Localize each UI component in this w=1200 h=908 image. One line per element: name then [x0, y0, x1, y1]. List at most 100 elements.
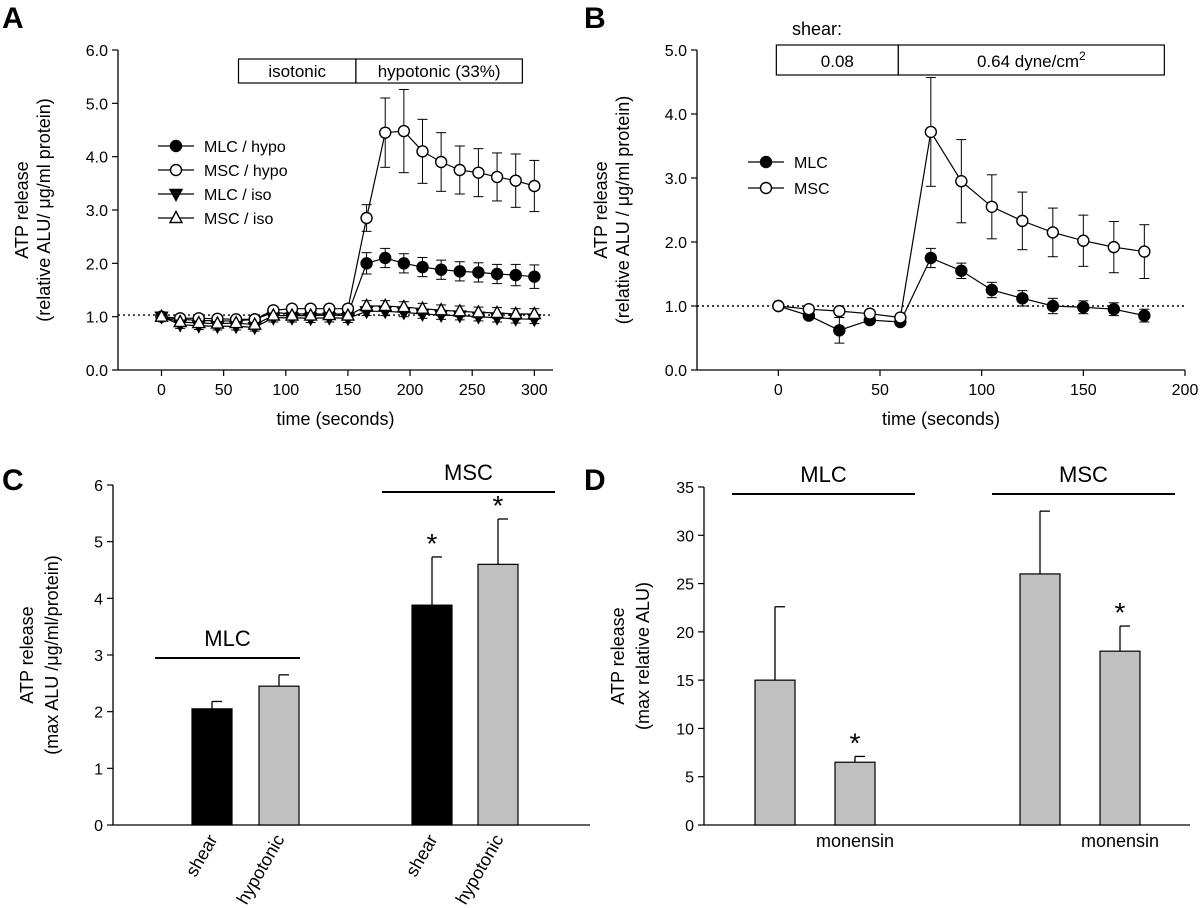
- a-series-1-point: [453, 163, 466, 177]
- a-legend-marker: [169, 139, 183, 153]
- panel-letter: B: [584, 2, 606, 35]
- b-series-1-point: [1016, 214, 1029, 228]
- a-y-tick-label: 3.0: [86, 203, 108, 220]
- a-series-1-point: [490, 170, 504, 184]
- a-y-tick-label: 1.0: [86, 310, 108, 327]
- d-y-tick-label: 35: [676, 480, 694, 497]
- b-series-0-point: [1138, 309, 1151, 322]
- a-series-3-point: [508, 306, 523, 320]
- a-series-0-point: [379, 251, 392, 265]
- a-series-3-point: [452, 303, 467, 317]
- a-series-0-point: [472, 266, 485, 279]
- a-series-0-point: [360, 257, 373, 270]
- a-series-0-point: [453, 265, 466, 278]
- d-bar: [834, 761, 876, 826]
- a-hypotonic-box: [355, 58, 523, 84]
- a-x-tick-label: 250: [459, 382, 486, 399]
- a-isotonic-label: isotonic: [268, 62, 326, 81]
- a-y-title: ATP release: [12, 161, 32, 258]
- c-significance-star: *: [427, 528, 438, 559]
- b-x-tick-label: 150: [1070, 382, 1097, 399]
- c-y-tick-label: 5: [94, 535, 103, 552]
- panel-letter: D: [584, 464, 606, 497]
- a-series-1-point: [434, 155, 448, 169]
- a-series-0-point: [509, 268, 522, 282]
- c-significance-star: *: [493, 490, 504, 521]
- b-x-title: time (seconds): [882, 409, 1000, 429]
- c-y-tick-label: 0: [94, 818, 103, 835]
- d-y-tick-label: 20: [676, 625, 694, 642]
- b-high-shear-unit: 0.64 dyne/cm: [977, 52, 1079, 71]
- a-series-3-point: [471, 304, 486, 318]
- a-series-3-point: [154, 308, 169, 322]
- a-series-3-point: [284, 307, 300, 321]
- b-x-tick-label: 0: [774, 382, 783, 399]
- c-bar: [477, 563, 519, 826]
- b-series-1-point: [772, 299, 785, 313]
- a-legend-label: MSC / iso: [204, 211, 273, 228]
- a-series-0-point: [416, 260, 429, 274]
- c-bar: [191, 708, 233, 826]
- b-high-shear-label: 0.64 dyne/cm2: [977, 49, 1086, 71]
- c-y-tick-label: 1: [94, 761, 103, 778]
- b-high-shear-box: [897, 44, 1165, 76]
- a-series-3-point: [527, 306, 542, 320]
- a-series-1-point: [379, 126, 392, 139]
- b-shear-label: shear:: [792, 19, 842, 39]
- a-series-0-point: [528, 270, 541, 283]
- panel-a: A 0.0 1.0 2.0 3.0 4.0 5.0 6.0 0 50 100 150 200 250 300…: [2, 2, 553, 429]
- d-y-title: ATP release: [608, 607, 628, 704]
- a-series-3-point: [210, 315, 225, 329]
- d-category-label: monensin: [1081, 831, 1159, 851]
- a-y-tick-label: 2.0: [86, 256, 108, 273]
- c-y-tick-label: 4: [94, 591, 103, 608]
- b-series-1-point: [1107, 240, 1121, 254]
- a-x-tick-label: 100: [272, 382, 299, 399]
- d-category-label: monensin: [816, 831, 894, 851]
- d-y-tick-label: 5: [685, 770, 694, 787]
- a-legend-label: MLC / iso: [204, 187, 272, 204]
- d-group-label: MLC: [800, 462, 847, 487]
- b-series-0-point: [924, 251, 938, 265]
- b-y-tick-label: 2.0: [665, 235, 687, 252]
- a-series-1-point: [528, 179, 541, 193]
- panel-b: B 0.0 1.0 2.0 3.0 4.0 5.0 0 50 100 150 200 time (sec…: [584, 2, 1198, 429]
- b-legend-label: MLC: [794, 155, 828, 172]
- d-bar: [1019, 573, 1061, 826]
- a-series-0-point: [434, 263, 448, 276]
- a-series-3-point: [322, 307, 337, 321]
- b-x-tick-label: 50: [871, 382, 889, 399]
- b-legend-label: MSC: [794, 181, 830, 198]
- a-series-1-point: [360, 211, 373, 225]
- b-y-tick-label: 0.0: [665, 363, 687, 380]
- b-series-0-point: [1077, 301, 1090, 314]
- c-bar: [411, 604, 453, 826]
- a-series-3-point: [247, 316, 262, 330]
- b-series-1-point: [955, 174, 968, 188]
- panel-letter: A: [2, 2, 24, 35]
- b-low-shear-label: 0.08: [821, 52, 854, 71]
- b-low-shear-box: [775, 44, 899, 76]
- c-y-tick-label: 6: [94, 478, 103, 495]
- b-series-0-point: [1046, 299, 1060, 313]
- b-series-1-point: [924, 125, 938, 139]
- c-category-label: shear: [402, 831, 442, 880]
- a-series-3-point: [433, 302, 449, 316]
- a-hypotonic-label: hypotonic (33%): [378, 62, 501, 81]
- c-group-label: MSC: [444, 460, 493, 485]
- a-legend-marker: [168, 210, 184, 224]
- a-isotonic-box: [237, 58, 357, 84]
- d-y-subtitle: (max relative ALU): [633, 582, 653, 730]
- b-series-1-point: [1138, 245, 1151, 258]
- b-series-1-point: [1046, 226, 1060, 239]
- b-series-1-point: [985, 200, 999, 214]
- a-series-1-point: [416, 145, 429, 158]
- c-y-tick-label: 3: [94, 648, 103, 665]
- b-x-tick-label: 200: [1172, 382, 1199, 399]
- b-y-tick-label: 3.0: [665, 171, 687, 188]
- b-series-1-point: [833, 304, 846, 318]
- panel-letter: C: [2, 464, 24, 497]
- c-y-tick-label: 2: [94, 705, 103, 722]
- b-series-1-point: [863, 307, 877, 320]
